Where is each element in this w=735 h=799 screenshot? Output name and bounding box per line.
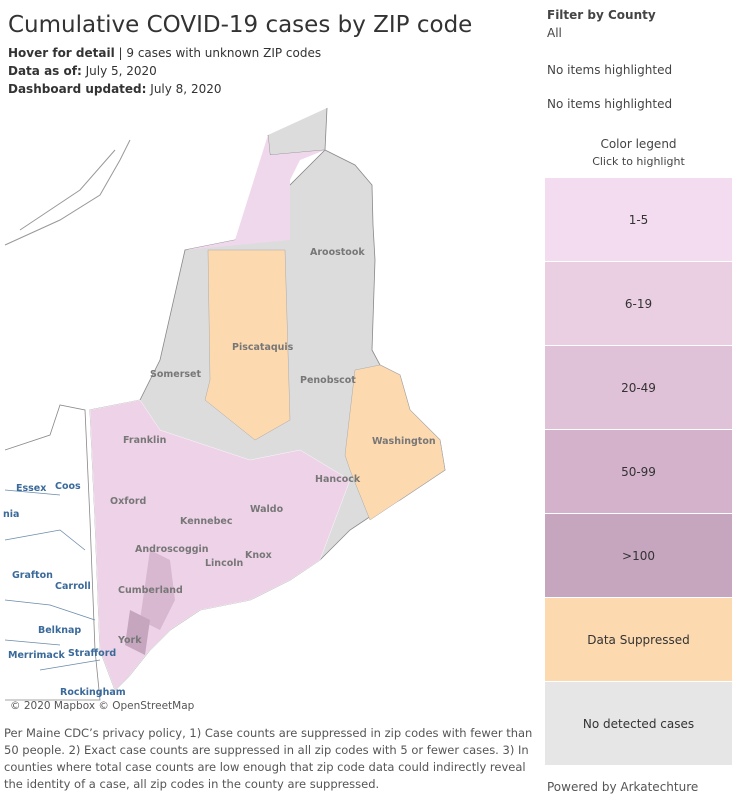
coast [4, 139, 131, 246]
region-pink [185, 135, 325, 250]
county-label: Franklin [123, 435, 167, 446]
county-label: Oxford [110, 496, 146, 507]
county-label: Penobscot [300, 375, 356, 386]
filter-value[interactable]: All [547, 26, 562, 40]
county-label: Merrimack [8, 650, 65, 661]
county-label: Coos [55, 481, 81, 492]
new-hampshire [4, 404, 101, 701]
data-date: Data as of: July 5, 2020 [8, 64, 157, 78]
date: July 8, 2020 [150, 82, 222, 96]
attribution: © 2020 Mapbox © OpenStreetMap [10, 700, 195, 712]
legend: 1-5 6-19 20-49 50-99 >100 Data Suppressed No d… [545, 178, 732, 766]
county-label: Rockingham [60, 687, 126, 698]
legend-item[interactable]: 20-49 [545, 346, 732, 430]
region-suppressed [204, 249, 291, 441]
label: Data as of: [8, 64, 82, 78]
county-label: nia [3, 509, 19, 520]
legend-title: Color legend [600, 137, 677, 151]
unknown-zip: 9 cases with unknown ZIP codes [126, 46, 322, 60]
county-label: Cumberland [118, 585, 183, 596]
legend-item[interactable]: 50-99 [545, 430, 732, 514]
region-dark [140, 550, 175, 630]
county-lines [4, 489, 101, 671]
info: Hover for detail | 9 cases with unknown … [8, 46, 322, 60]
county-label: Knox [245, 550, 272, 561]
county-label: Carroll [55, 581, 91, 592]
map[interactable]: Aroostook Piscataquis Somerset Penobscot… [0, 100, 540, 720]
county-label: Kennebec [180, 516, 232, 527]
highlight-status: No items highlighted [547, 97, 673, 111]
county-label: Belknap [38, 625, 81, 636]
legend-item[interactable]: 6-19 [545, 262, 732, 346]
county-label: Aroostook [310, 247, 365, 258]
county-label: Somerset [150, 369, 201, 380]
legend-item[interactable]: 1-5 [545, 178, 732, 262]
region-suppressed [344, 364, 446, 521]
county-label: York [117, 635, 142, 646]
footnote: Per Maine CDC’s privacy policy, 1) Case … [4, 726, 533, 791]
legend-item[interactable]: No detected cases [545, 682, 732, 766]
hover: Hover for detail [8, 46, 115, 60]
county-label: Grafton [12, 570, 53, 581]
label: Dashboard updated: [8, 82, 147, 96]
filter-title: Filter by County [547, 8, 656, 22]
legend-item[interactable]: Data Suppressed [545, 598, 732, 682]
county-label: Piscataquis [232, 342, 294, 353]
highlight-status: No items highlighted [547, 63, 673, 77]
county-label: Strafford [68, 648, 116, 659]
region-dark [125, 610, 150, 655]
county-label: Waldo [250, 504, 284, 515]
date: July 5, 2020 [85, 64, 157, 78]
powered-by: Powered by Arkatechture [547, 780, 699, 794]
legend-item[interactable]: >100 [545, 514, 732, 598]
county-label: Essex [16, 483, 46, 494]
update-date: Dashboard updated: July 8, 2020 [8, 82, 221, 96]
county-label: Androscoggin [135, 544, 209, 555]
title: Cumulative COVID-19 cases by ZIP code [8, 12, 473, 38]
legend-subtitle: Click to highlight [592, 155, 685, 168]
county-label: Hancock [315, 474, 361, 485]
county-label: Lincoln [205, 558, 243, 569]
county-label: Washington [372, 436, 436, 447]
